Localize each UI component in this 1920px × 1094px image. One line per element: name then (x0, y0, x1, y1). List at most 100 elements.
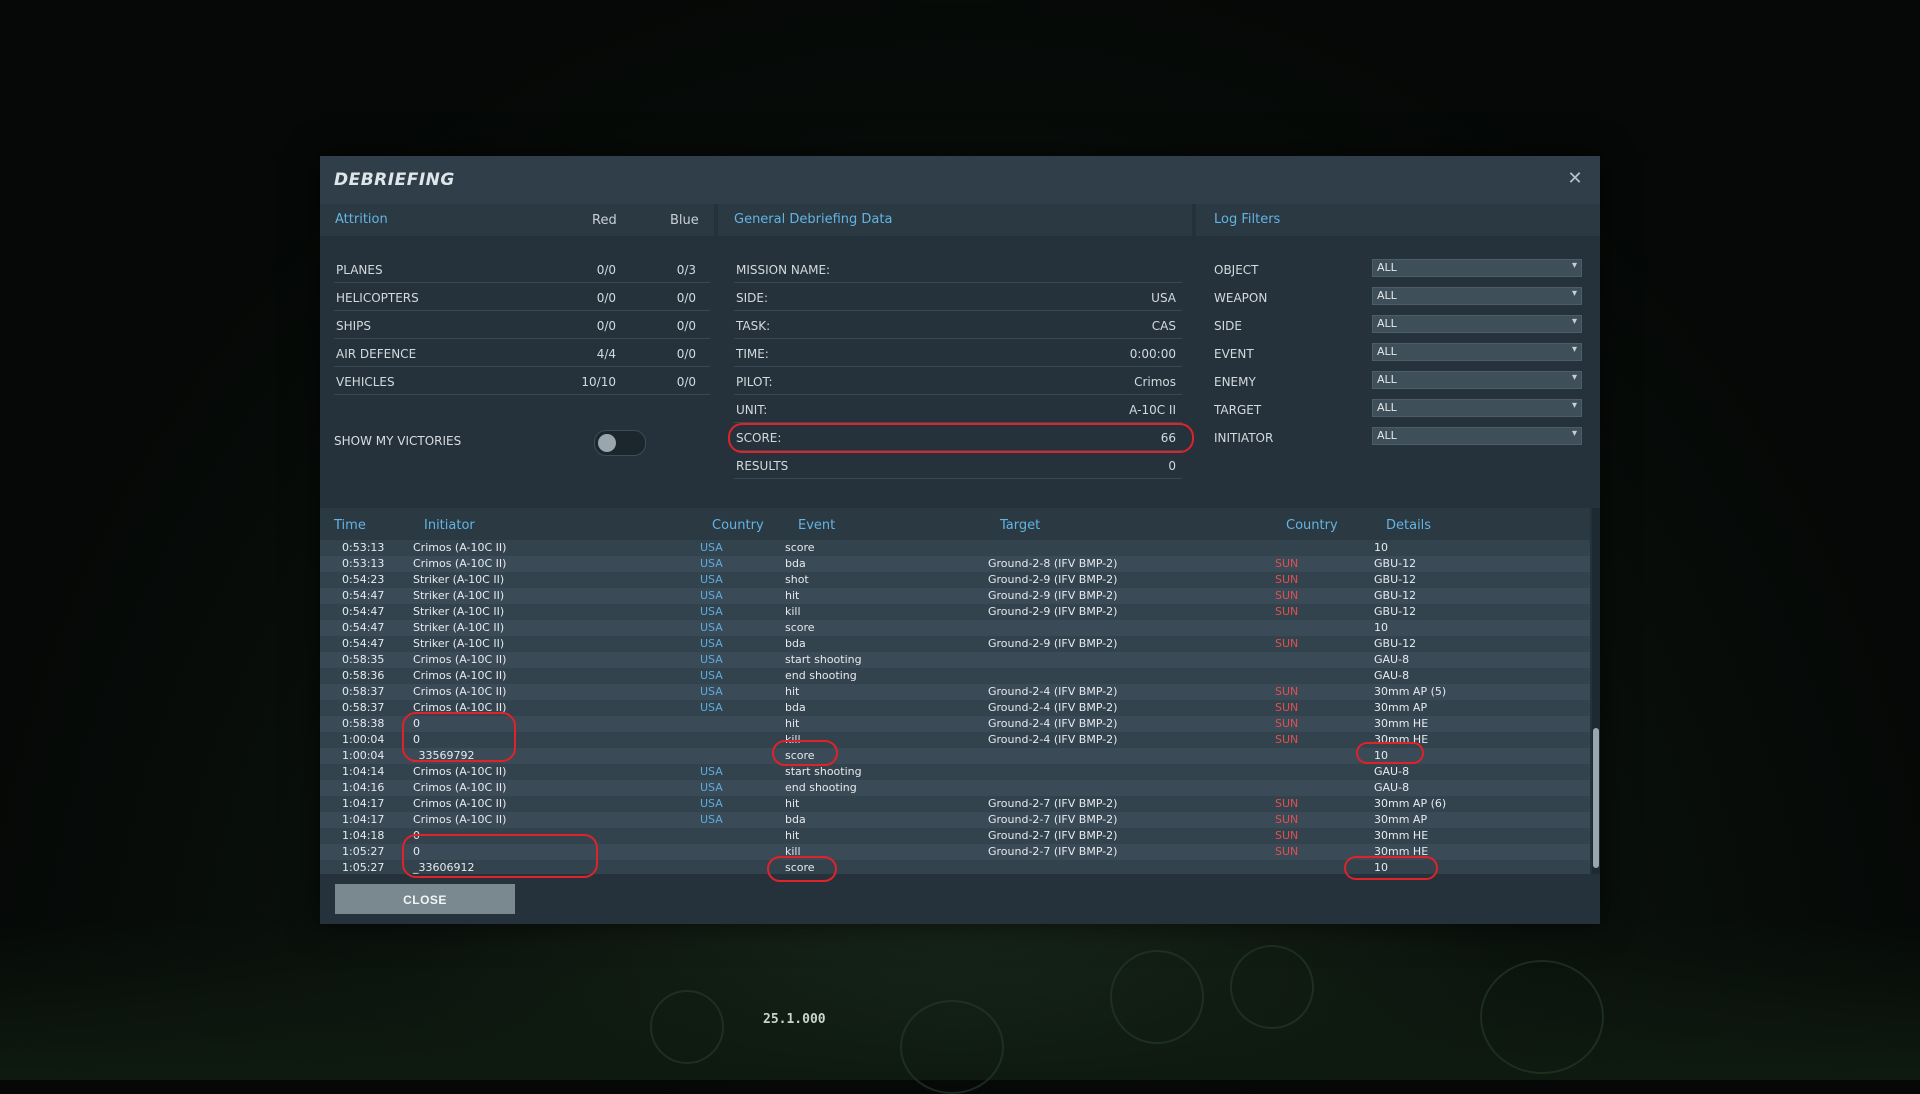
log-country: USA (700, 781, 723, 794)
log-initiator: 0 (413, 845, 420, 858)
filter-select-initiator[interactable]: ALL ▾ (1372, 427, 1582, 445)
log-row[interactable]: 0:53:13 Crimos (A-10C II) USA bda Ground-2-8… (320, 556, 1590, 572)
log-details: GBU-12 (1374, 637, 1417, 650)
log-time: 0:53:13 (342, 541, 385, 554)
log-target: Ground-2-9 (IFV BMP-2) (988, 573, 1118, 586)
attrition-blue-value: 0/0 (676, 347, 696, 361)
filter-select-object[interactable]: ALL ▾ (1372, 259, 1582, 277)
filter-row: TARGET ALL ▾ (1212, 396, 1588, 422)
log-details: GBU-12 (1374, 557, 1417, 570)
log-row[interactable]: 1:04:18 0 hit Ground-2-7 (IFV BMP-2) SUN 30mm… (320, 828, 1590, 844)
general-label: PILOT: (736, 375, 773, 389)
log-target-country: SUN (1275, 589, 1299, 602)
log-row[interactable]: 0:54:47 Striker (A-10C II) USA hit Ground-2-… (320, 588, 1590, 604)
general-label: TASK: (736, 319, 771, 333)
log-details: GAU-8 (1374, 669, 1410, 682)
scroll-thumb[interactable] (1593, 728, 1599, 868)
log-initiator: Crimos (A-10C II) (413, 653, 507, 666)
filter-row: OBJECT ALL ▾ (1212, 256, 1588, 282)
log-time: 0:54:47 (342, 605, 385, 618)
log-table: 0:53:13 Crimos (A-10C II) USA score 10 0:53:1… (320, 540, 1590, 874)
chevron-down-icon: ▾ (1571, 372, 1577, 383)
log-target-country: SUN (1275, 813, 1299, 826)
log-col-header[interactable]: Initiator (424, 518, 475, 533)
log-country: USA (700, 669, 723, 682)
log-initiator: Crimos (A-10C II) (413, 701, 507, 714)
log-event: score (785, 541, 815, 554)
log-time: 1:00:04 (342, 749, 385, 762)
log-row[interactable]: 0:58:36 Crimos (A-10C II) USA end shooting G… (320, 668, 1590, 684)
filter-label: ENEMY (1214, 375, 1256, 389)
log-row[interactable]: 1:04:17 Crimos (A-10C II) USA bda Ground-2-7… (320, 812, 1590, 828)
log-initiator: Crimos (A-10C II) (413, 557, 507, 570)
log-row[interactable]: 0:58:37 Crimos (A-10C II) USA bda Ground-2-4… (320, 700, 1590, 716)
log-initiator: _33606912 (413, 861, 475, 874)
filter-select-side[interactable]: ALL ▾ (1372, 315, 1582, 333)
log-initiator: Crimos (A-10C II) (413, 685, 507, 698)
log-target: Ground-2-7 (IFV BMP-2) (988, 813, 1118, 826)
log-target: Ground-2-9 (IFV BMP-2) (988, 637, 1118, 650)
cockpit-gauge (1230, 945, 1314, 1029)
filter-label: SIDE (1214, 319, 1242, 333)
log-row[interactable]: 0:58:38 0 hit Ground-2-4 (IFV BMP-2) SUN 30mm… (320, 716, 1590, 732)
show-victories-toggle[interactable] (594, 430, 646, 456)
filter-select-value: ALL (1377, 373, 1397, 386)
log-event: end shooting (785, 781, 857, 794)
filter-select-value: ALL (1377, 317, 1397, 330)
chevron-down-icon: ▾ (1571, 400, 1577, 411)
general-value: 0:00:00 (1129, 347, 1176, 361)
filter-select-enemy[interactable]: ALL ▾ (1372, 371, 1582, 389)
log-row[interactable]: 1:04:14 Crimos (A-10C II) USA start shootin… (320, 764, 1590, 780)
log-row[interactable]: 1:04:16 Crimos (A-10C II) USA end shooting G… (320, 780, 1590, 796)
log-time: 1:04:17 (342, 813, 385, 826)
log-time: 0:54:47 (342, 637, 385, 650)
log-row[interactable]: 1:05:27 _33606912 score 10 (320, 860, 1590, 874)
log-details: GAU-8 (1374, 653, 1410, 666)
log-col-header[interactable]: Country (1286, 518, 1338, 533)
log-details: GAU-8 (1374, 781, 1410, 794)
log-event: bda (785, 813, 806, 826)
log-row[interactable]: 0:54:23 Striker (A-10C II) USA shot Ground-2… (320, 572, 1590, 588)
log-target-country: SUN (1275, 797, 1299, 810)
log-initiator: Crimos (A-10C II) (413, 781, 507, 794)
log-initiator: Crimos (A-10C II) (413, 541, 507, 554)
general-heading: General Debriefing Data (734, 212, 893, 227)
log-row[interactable]: 1:05:27 0 kill Ground-2-7 (IFV BMP-2) SUN 30m… (320, 844, 1590, 860)
toggle-knob (598, 434, 616, 452)
log-row[interactable]: 0:53:13 Crimos (A-10C II) USA score 10 (320, 540, 1590, 556)
close-icon[interactable]: ✕ (1567, 168, 1583, 189)
log-row[interactable]: 0:58:37 Crimos (A-10C II) USA hit Ground-2-4… (320, 684, 1590, 700)
filter-row: EVENT ALL ▾ (1212, 340, 1588, 366)
filter-select-target[interactable]: ALL ▾ (1372, 399, 1582, 417)
log-col-header[interactable]: Details (1386, 518, 1432, 533)
log-target-country: SUN (1275, 845, 1299, 858)
log-row[interactable]: 1:00:04 0 kill Ground-2-4 (IFV BMP-2) SUN 30m… (320, 732, 1590, 748)
log-time: 0:53:13 (342, 557, 385, 570)
log-row[interactable]: 0:54:47 Striker (A-10C II) USA score 10 (320, 620, 1590, 636)
log-details: 30mm AP (1374, 813, 1428, 826)
log-col-header[interactable]: Country (712, 518, 764, 533)
log-time: 0:58:36 (342, 669, 385, 682)
attrition-label: PLANES (336, 263, 383, 277)
log-row[interactable]: 1:00:04 _33569792 score 10 (320, 748, 1590, 764)
filter-select-event[interactable]: ALL ▾ (1372, 343, 1582, 361)
chevron-down-icon: ▾ (1571, 344, 1577, 355)
log-target-country: SUN (1275, 637, 1299, 650)
filter-label: OBJECT (1214, 263, 1259, 277)
log-col-header[interactable]: Time (334, 518, 366, 533)
log-row[interactable]: 0:54:47 Striker (A-10C II) USA bda Ground-2-… (320, 636, 1590, 652)
general-value: Crimos (1134, 375, 1176, 389)
log-col-header[interactable]: Event (798, 518, 836, 533)
log-event: hit (785, 829, 800, 842)
log-col-header[interactable]: Target (1000, 518, 1041, 533)
close-button[interactable]: CLOSE (335, 884, 515, 914)
filter-select-weapon[interactable]: ALL ▾ (1372, 287, 1582, 305)
log-scrollbar[interactable] (1592, 508, 1600, 874)
general-value: 66 (1160, 431, 1176, 445)
log-row[interactable]: 0:58:35 Crimos (A-10C II) USA start shootin… (320, 652, 1590, 668)
log-country: USA (700, 701, 723, 714)
log-country: USA (700, 557, 723, 570)
general-row: MISSION NAME: (734, 256, 1182, 283)
log-row[interactable]: 1:04:17 Crimos (A-10C II) USA hit Ground-2-7… (320, 796, 1590, 812)
log-row[interactable]: 0:54:47 Striker (A-10C II) USA kill Ground-2… (320, 604, 1590, 620)
